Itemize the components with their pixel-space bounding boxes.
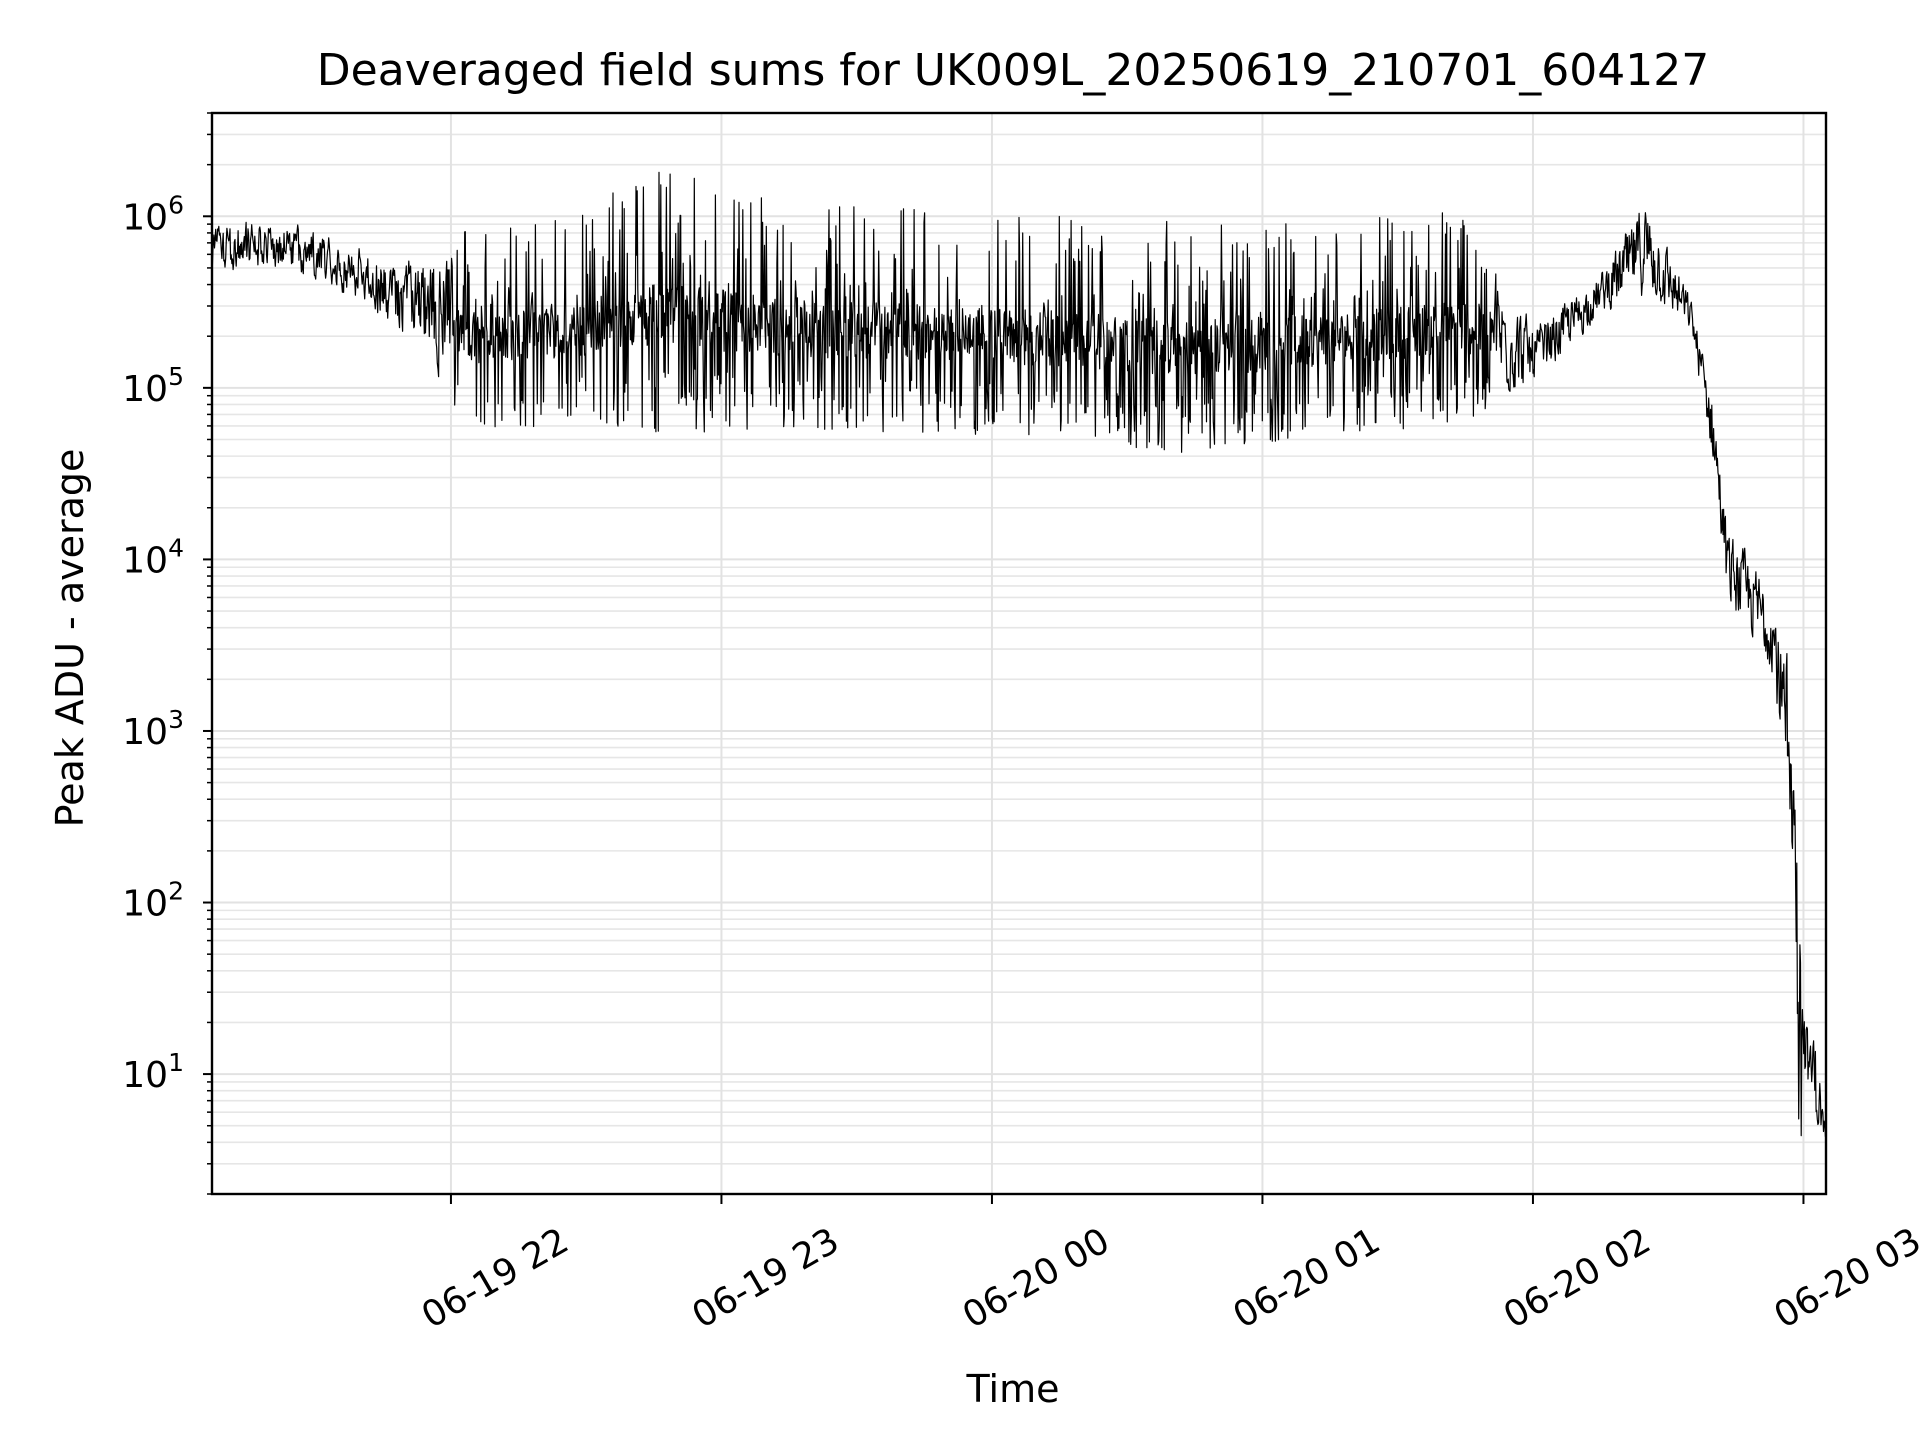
y-tick-exponent: 4	[168, 533, 184, 562]
chart-title: Deaveraged field sums for UK009L_2025061…	[317, 45, 1709, 96]
y-tick-label: 103	[122, 705, 184, 753]
y-tick-exponent: 5	[168, 362, 184, 391]
y-tick-label: 102	[122, 877, 184, 925]
plot-frame	[210, 111, 1828, 1196]
y-tick-label: 104	[122, 533, 184, 581]
y-tick-exponent: 2	[168, 877, 184, 906]
x-axis-label: Time	[966, 1367, 1060, 1411]
y-tick-base: 10	[122, 197, 168, 238]
y-axis-label: Peak ADU - average	[48, 449, 92, 828]
y-tick-base: 10	[122, 712, 168, 753]
y-tick-label: 106	[122, 190, 184, 238]
y-tick-exponent: 6	[168, 190, 184, 219]
y-tick-base: 10	[122, 884, 168, 925]
y-tick-exponent: 3	[168, 705, 184, 734]
y-tick-base: 10	[122, 369, 168, 410]
y-tick-base: 10	[122, 540, 168, 581]
series-line	[211, 171, 1827, 1138]
y-tick-label: 105	[122, 362, 184, 410]
y-tick-exponent: 1	[168, 1048, 184, 1077]
series-layer	[211, 171, 1827, 1138]
y-tick-base: 10	[122, 1055, 168, 1096]
y-tick-label: 101	[122, 1048, 184, 1096]
